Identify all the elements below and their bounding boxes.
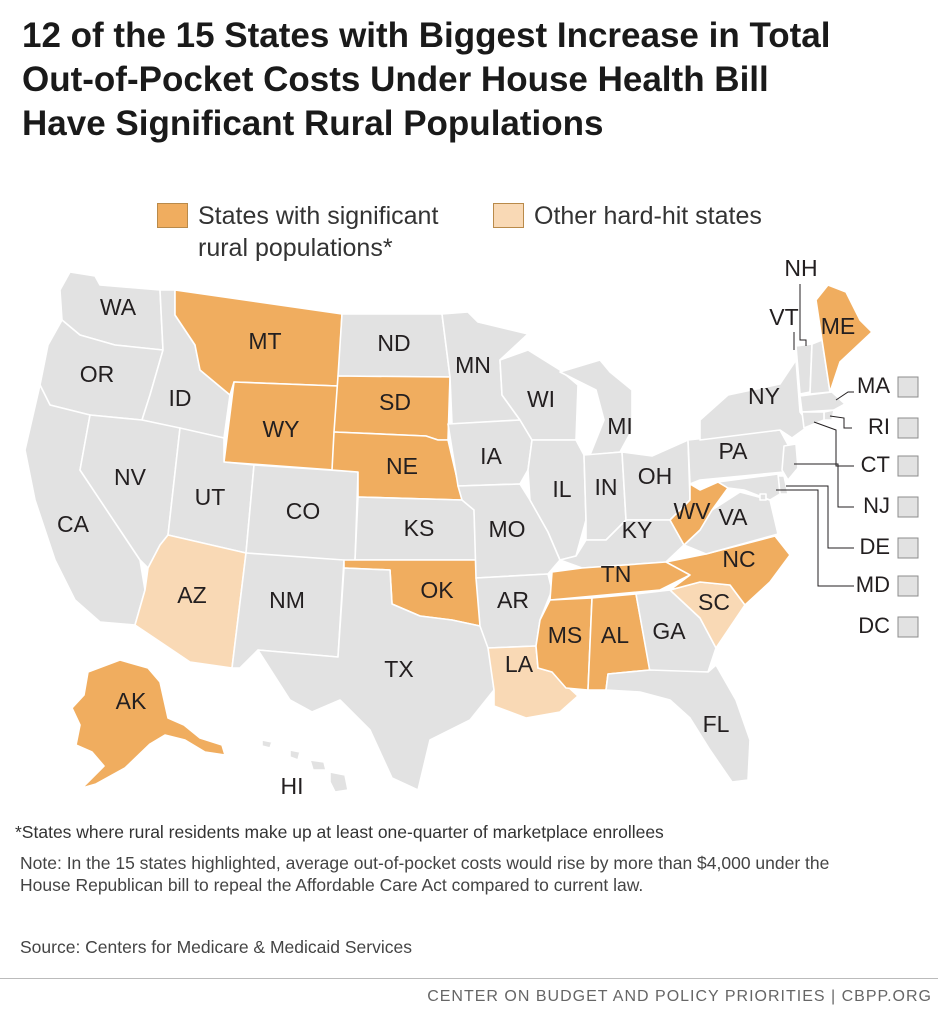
label-KS: KS [404,515,435,541]
label-NJ: NJ [863,493,890,518]
legend-rural-line-2: rural populations* [198,234,393,262]
legend-label-other: Other hard-hit states [534,200,762,232]
chart-title: 12 of the 15 States with Biggest Increas… [22,14,922,146]
box-DC[interactable] [897,616,919,638]
label-MN: MN [455,352,491,378]
legend-other-line-1: Other hard-hit states [534,202,762,230]
label-CT: CT [861,452,890,477]
label-WV: WV [673,498,711,524]
state-AK[interactable] [71,659,226,789]
leader-NH [799,284,807,346]
title-line-3: Have Significant Rural Populations [22,104,604,143]
label-FL: FL [703,711,730,737]
label-LA: LA [505,651,534,677]
legend-rural-line-1: States with significant [198,202,439,230]
label-WI: WI [527,386,555,412]
label-MA: MA [857,373,890,398]
label-ID: ID [169,385,192,411]
label-MI: MI [607,413,633,439]
label-NV: NV [114,464,147,490]
leader-RI [829,415,852,429]
box-CT[interactable] [897,455,919,477]
label-MS: MS [548,622,583,648]
label-NY: NY [748,383,780,409]
label-NC: NC [722,546,755,572]
state-RI[interactable] [823,409,835,421]
label-NH: NH [784,255,817,281]
label-MO: MO [488,516,525,542]
state-ME[interactable] [815,284,873,393]
label-VA: VA [719,504,749,530]
label-IL: IL [552,476,571,502]
state-CT[interactable] [801,411,825,429]
label-AK: AK [116,688,147,714]
box-NJ[interactable] [897,496,919,518]
box-MD[interactable] [897,575,919,597]
label-KY: KY [622,517,653,543]
legend-swatch-rural [157,203,188,228]
label-AZ: AZ [177,582,206,608]
legend-rural: States with significant rural population… [157,200,438,264]
legend-swatch-other [493,203,524,228]
label-DC: DC [858,613,890,638]
us-map: WA OR CA ID NV MT WY UT AZ CO NM ND SD N… [24,255,919,799]
label-CA: CA [57,511,90,537]
label-IN: IN [595,474,618,500]
box-RI[interactable] [897,417,919,439]
leader-lines [776,284,854,587]
label-RI: RI [868,414,890,439]
state-HI[interactable] [261,739,349,793]
state-MO[interactable] [457,483,561,579]
label-TN: TN [601,561,632,587]
credit: CENTER ON BUDGET AND POLICY PRIORITIES |… [427,988,932,1005]
state-NJ[interactable] [781,443,799,481]
small-state-boxes [897,376,919,638]
label-AR: AR [497,587,529,613]
label-AL: AL [601,622,629,648]
label-OK: OK [420,577,454,603]
label-VT: VT [769,304,798,330]
legend-label-rural: States with significant rural population… [198,200,438,264]
label-OH: OH [638,463,673,489]
title-line-2: Out-of-Pocket Costs Under House Health B… [22,60,769,99]
leader-DE [786,485,854,549]
label-ME: ME [821,313,856,339]
label-HI: HI [281,773,304,799]
legend-other: Other hard-hit states [493,200,762,232]
state-labels: WA OR CA ID NV MT WY UT AZ CO NM ND SD N… [57,255,890,799]
state-TX[interactable] [257,567,495,791]
box-DE[interactable] [897,537,919,559]
label-PA: PA [719,438,749,464]
label-GA: GA [652,618,686,644]
label-DE: DE [859,534,890,559]
footnote: *States where rural residents make up at… [15,822,664,842]
state-DC[interactable] [759,493,767,501]
title-line-1: 12 of the 15 States with Biggest Increas… [22,16,831,55]
leader-MD [776,489,854,587]
label-OR: OR [80,361,115,387]
leader-MA [835,391,854,401]
label-WY: WY [262,416,299,442]
label-NE: NE [386,453,418,479]
source: Source: Centers for Medicare & Medicaid … [20,937,412,957]
leader-NJ [794,463,854,508]
box-MA[interactable] [897,376,919,398]
label-UT: UT [195,484,226,510]
label-IA: IA [480,443,502,469]
label-WA: WA [100,294,137,320]
leader-CT [813,421,854,467]
label-SC: SC [698,589,730,615]
state-MA[interactable] [799,391,846,413]
label-SD: SD [379,389,411,415]
label-MT: MT [248,328,281,354]
note: Note: In the 15 states highlighted, aver… [20,853,830,895]
label-MD: MD [856,572,890,597]
label-CO: CO [286,498,321,524]
state-FL[interactable] [605,664,751,783]
label-NM: NM [269,587,305,613]
divider [0,978,938,979]
label-TX: TX [384,656,413,682]
state-MI[interactable] [559,359,633,456]
label-ND: ND [377,330,410,356]
